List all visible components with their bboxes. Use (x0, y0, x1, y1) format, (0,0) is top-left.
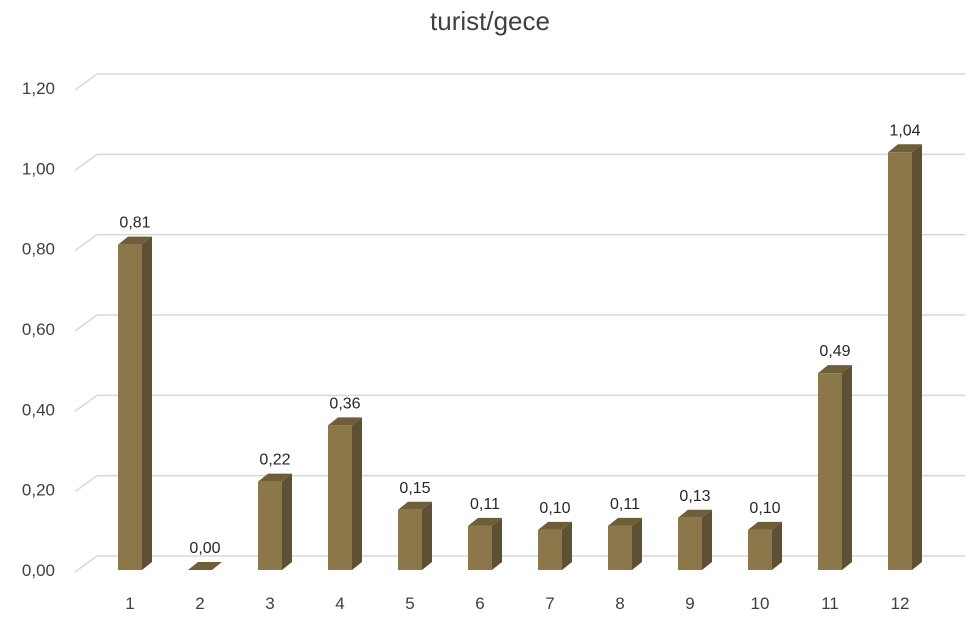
y-tick-label: 0,80 (22, 240, 55, 259)
bar-side (422, 501, 432, 570)
bar-top (818, 365, 852, 374)
data-label: 0,81 (119, 215, 150, 232)
bar-side (842, 365, 852, 570)
bar-side (772, 521, 782, 570)
bar-side (912, 144, 922, 570)
bar-top (678, 509, 712, 518)
bar-front (748, 529, 772, 570)
data-label: 0,36 (329, 395, 360, 412)
bar-top (608, 517, 642, 526)
bar-front (258, 481, 282, 570)
bar (748, 521, 782, 570)
chart-title: turist/gece (430, 6, 550, 36)
gridlines (74, 73, 965, 573)
data-label: 0,22 (259, 452, 290, 469)
data-label: 0,13 (679, 488, 710, 505)
data-label: 0,15 (399, 480, 430, 497)
gridline-diagonal (74, 234, 98, 252)
bar (538, 521, 572, 570)
data-labels: 0,81 0,00 0,22 0,36 0,15 0,11 0,10 0,11 0,13 0,10… (119, 122, 920, 557)
bar-side (352, 417, 362, 570)
x-tick-label: 6 (475, 594, 484, 613)
bar-top (888, 144, 922, 153)
bar-top (748, 521, 782, 530)
bar-top (328, 417, 362, 426)
y-tick-label: 1,00 (22, 159, 55, 178)
bar-side (492, 517, 502, 570)
bar (818, 365, 852, 570)
bar-front (888, 152, 912, 570)
y-tick-label: 0,40 (22, 400, 55, 419)
gridline-diagonal (74, 314, 98, 332)
bar (118, 236, 152, 570)
y-tick-label: 0,20 (22, 481, 55, 500)
gridline-diagonal (74, 394, 98, 412)
x-tick-label: 1 (125, 594, 134, 613)
bar-front (608, 525, 632, 570)
bar (608, 517, 642, 570)
bar-side (562, 521, 572, 570)
x-tick-label: 8 (615, 594, 624, 613)
bars (118, 144, 922, 570)
gridline-diagonal (74, 73, 98, 91)
x-tick-label: 9 (685, 594, 694, 613)
x-tick-label: 7 (545, 594, 554, 613)
bar-front (398, 509, 422, 570)
bar (678, 509, 712, 570)
bar-side (632, 517, 642, 570)
bar-front (328, 425, 352, 570)
bar-front (538, 529, 562, 570)
x-tick-label: 5 (405, 594, 414, 613)
gridline-diagonal (74, 153, 98, 171)
gridline-diagonal (74, 555, 98, 573)
x-axis-ticks: 1 2 3 4 5 6 7 8 9 10 11 12 (125, 594, 909, 613)
x-tick-label: 4 (335, 594, 344, 613)
x-tick-label: 12 (891, 594, 910, 613)
gridline-diagonal (74, 475, 98, 493)
bar (328, 417, 362, 570)
y-tick-label: 0,00 (22, 561, 55, 580)
bar (888, 144, 922, 570)
bar (468, 517, 502, 570)
bar-front (468, 525, 492, 570)
bar-front (818, 373, 842, 570)
x-tick-label: 3 (265, 594, 274, 613)
bar-side (142, 236, 152, 570)
bar-front (118, 244, 142, 570)
bar-top (188, 562, 222, 570)
bar-top (398, 501, 432, 510)
data-label: 0,10 (539, 500, 570, 517)
bar (188, 562, 222, 570)
bar-side (282, 473, 292, 570)
x-tick-label: 10 (751, 594, 770, 613)
y-tick-label: 1,20 (22, 79, 55, 98)
bar-top (258, 473, 292, 482)
bar-top (468, 517, 502, 526)
data-label: 0,11 (610, 496, 640, 513)
bar (258, 473, 292, 570)
y-tick-label: 0,60 (22, 320, 55, 339)
bar-front (678, 517, 702, 570)
x-tick-label: 11 (821, 594, 839, 613)
bar-side (702, 509, 712, 570)
bar (398, 501, 432, 570)
data-label: 1,04 (889, 122, 920, 139)
bar-top (538, 521, 572, 530)
data-label: 0,49 (819, 343, 850, 360)
bar-top (118, 236, 152, 245)
data-label: 0,11 (470, 496, 500, 513)
data-label: 0,00 (189, 540, 220, 557)
y-axis-ticks: 0,00 0,20 0,40 0,60 0,80 1,00 1,20 (22, 79, 55, 580)
data-label: 0,10 (749, 500, 780, 517)
x-tick-label: 2 (195, 594, 204, 613)
